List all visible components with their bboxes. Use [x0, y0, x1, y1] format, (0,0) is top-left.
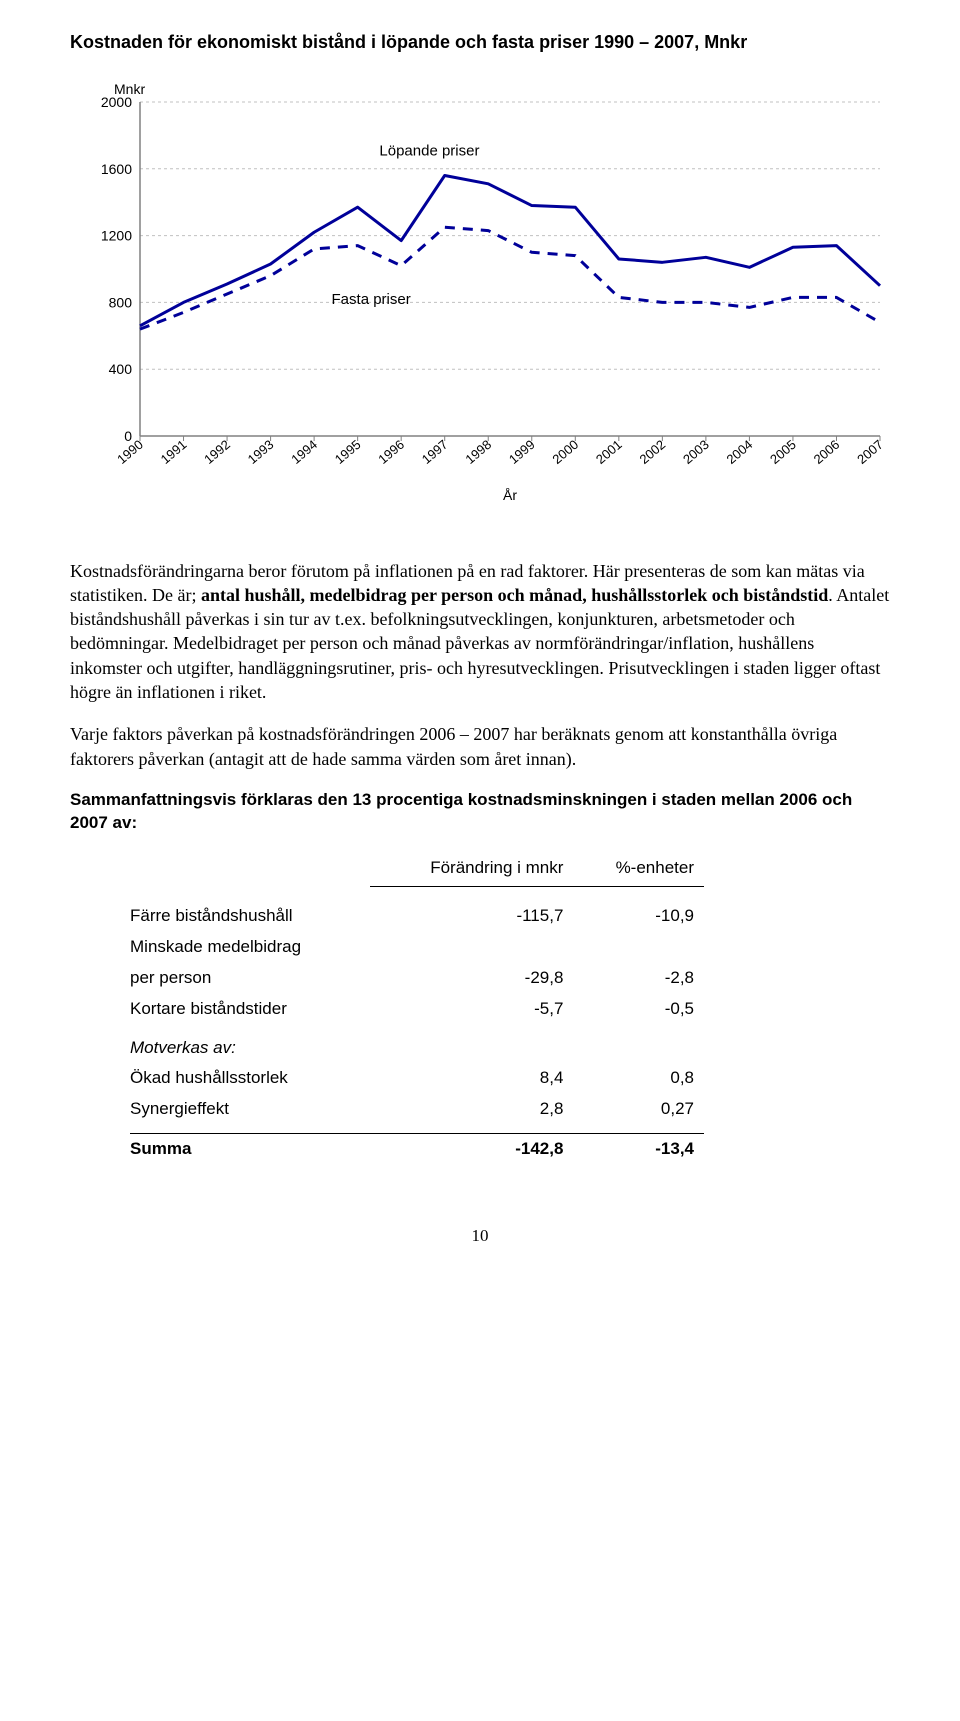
table-cell-pct: -2,8	[573, 963, 704, 994]
table-cell-label: per person	[130, 963, 370, 994]
table-cell-mnkr	[370, 886, 573, 901]
summary-heading: Sammanfattningsvis förklaras den 13 proc…	[70, 789, 890, 835]
svg-text:1200: 1200	[101, 228, 132, 244]
table-cell-pct: -10,9	[573, 901, 704, 932]
svg-text:1995: 1995	[332, 437, 364, 467]
body-text: Kostnadsförändringarna beror förutom på …	[70, 559, 890, 835]
table-row: Synergieffekt2,80,27	[130, 1094, 704, 1125]
table-cell-label: Färre biståndshushåll	[130, 901, 370, 932]
table-header-mnkr: Förändring i mnkr	[370, 853, 573, 886]
table-cell-label: Summa	[130, 1134, 370, 1165]
table-row: Minskade medelbidrag	[130, 932, 704, 963]
paragraph-1: Kostnadsförändringarna beror förutom på …	[70, 559, 890, 705]
table-cell-mnkr: 8,4	[370, 1063, 573, 1094]
svg-text:2002: 2002	[636, 437, 668, 467]
table-header-pct: %-enheter	[573, 853, 704, 886]
table-cell-pct	[573, 1033, 704, 1064]
svg-text:1993: 1993	[245, 437, 277, 467]
svg-text:1600: 1600	[101, 161, 132, 177]
table-row	[130, 886, 704, 901]
svg-text:Löpande priser: Löpande priser	[379, 143, 479, 160]
svg-text:1992: 1992	[201, 437, 233, 467]
table-row: Kortare biståndstider-5,7-0,5	[130, 994, 704, 1025]
table-cell-mnkr: 2,8	[370, 1094, 573, 1125]
table-cell-pct	[573, 1025, 704, 1033]
table-body: Färre biståndshushåll-115,7-10,9Minskade…	[130, 886, 704, 1165]
summary-table: Förändring i mnkr %-enheter Färre bistån…	[130, 853, 704, 1165]
table-header-row: Förändring i mnkr %-enheter	[130, 853, 704, 886]
svg-text:Fasta priser: Fasta priser	[332, 291, 411, 308]
table-cell-mnkr: -5,7	[370, 994, 573, 1025]
svg-text:1996: 1996	[375, 437, 407, 467]
table-cell-label: Motverkas av:	[130, 1033, 370, 1064]
table-row: per person-29,8-2,8	[130, 963, 704, 994]
svg-text:1999: 1999	[506, 437, 538, 467]
svg-text:1991: 1991	[158, 437, 190, 467]
table-cell-label	[130, 886, 370, 901]
svg-text:1994: 1994	[288, 437, 320, 467]
table-cell-mnkr: -115,7	[370, 901, 573, 932]
table-row: Summa-142,8-13,4	[130, 1134, 704, 1165]
table-row	[130, 1125, 704, 1134]
table-cell-mnkr	[370, 1025, 573, 1033]
table-cell-pct	[573, 1125, 704, 1134]
table-row	[130, 1025, 704, 1033]
table-cell-pct	[573, 886, 704, 901]
svg-text:1997: 1997	[419, 437, 451, 467]
svg-text:2000: 2000	[549, 437, 581, 467]
table-cell-mnkr: -29,8	[370, 963, 573, 994]
svg-text:1990: 1990	[114, 437, 146, 467]
line-chart: Mnkr040080012001600200019901991199219931…	[70, 66, 890, 506]
table-cell-pct: -0,5	[573, 994, 704, 1025]
svg-text:2005: 2005	[767, 437, 799, 467]
table-cell-pct: 0,8	[573, 1063, 704, 1094]
table-cell-label: Ökad hushållsstorlek	[130, 1063, 370, 1094]
svg-text:2001: 2001	[593, 437, 625, 467]
table-cell-mnkr	[370, 1033, 573, 1064]
table-cell-pct: 0,27	[573, 1094, 704, 1125]
table-row: Ökad hushållsstorlek8,40,8	[130, 1063, 704, 1094]
chart-title: Kostnaden för ekonomiskt bistånd i löpan…	[70, 30, 890, 54]
svg-text:2007: 2007	[854, 437, 886, 467]
paragraph-2: Varje faktors påverkan på kostnadsföränd…	[70, 722, 890, 771]
svg-text:2004: 2004	[724, 437, 756, 467]
bold-factors: antal hushåll, medelbidrag per person oc…	[201, 585, 828, 605]
table-row: Motverkas av:	[130, 1033, 704, 1064]
table-cell-label	[130, 1025, 370, 1033]
svg-text:2000: 2000	[101, 94, 132, 110]
chart-container: Mnkr040080012001600200019901991199219931…	[70, 66, 890, 512]
table-cell-label: Kortare biståndstider	[130, 994, 370, 1025]
table-cell-mnkr: -142,8	[370, 1134, 573, 1165]
table-cell-mnkr	[370, 932, 573, 963]
page-number: 10	[70, 1225, 890, 1248]
svg-text:År: År	[503, 487, 517, 503]
table-cell-mnkr	[370, 1125, 573, 1134]
table-cell-label: Minskade medelbidrag	[130, 932, 370, 963]
table-row: Färre biståndshushåll-115,7-10,9	[130, 901, 704, 932]
table-cell-label	[130, 1125, 370, 1134]
svg-text:1998: 1998	[462, 437, 494, 467]
svg-text:400: 400	[109, 361, 133, 377]
table-cell-pct	[573, 932, 704, 963]
table-cell-pct: -13,4	[573, 1134, 704, 1165]
table-header-blank	[130, 853, 370, 886]
svg-text:800: 800	[109, 295, 133, 311]
svg-text:2003: 2003	[680, 437, 712, 467]
svg-text:2006: 2006	[811, 437, 843, 467]
table-cell-label: Synergieffekt	[130, 1094, 370, 1125]
